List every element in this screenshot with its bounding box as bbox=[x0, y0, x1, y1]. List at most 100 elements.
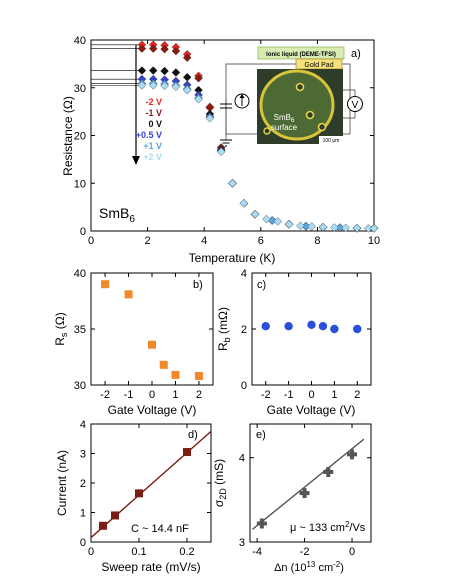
panel-c-ylabel: Rb (mΩ) bbox=[216, 307, 232, 351]
x-tick-label: 10 bbox=[368, 235, 380, 247]
current-point bbox=[135, 489, 143, 498]
conductance-point bbox=[347, 449, 358, 460]
panel-e-ylabel: σ2D (mS) bbox=[212, 459, 228, 507]
panel-e-data bbox=[251, 438, 365, 530]
panel-a-tag: a) bbox=[351, 48, 361, 60]
panel-a-resistance-vs-temperature: 0 2 4 6 8 10 0 10 20 30 40 -2 V -1 V 0 V +0.5 V +1… bbox=[61, 35, 380, 265]
resistance-point bbox=[137, 81, 147, 90]
x-tick-label: 0.2 bbox=[179, 546, 194, 558]
x-tick-label: 1 bbox=[331, 389, 337, 401]
x-tick-label: 0 bbox=[88, 546, 94, 558]
panel-c-rb-vs-gate: -2 -1 0 1 2 0 2 4 c) Gate Voltage (V) Rb (mΩ) bbox=[216, 268, 372, 417]
panel-b-data bbox=[101, 280, 203, 381]
resistance-point bbox=[148, 66, 158, 75]
panel-e-conductance-vs-density: -4 -2 0 3 4 e) μ ~ 133 cm2/Vs Δn (1013 cm-2)… bbox=[212, 423, 372, 574]
x-tick-label: 0 bbox=[149, 389, 155, 401]
gate-direction-arrowhead bbox=[132, 156, 140, 165]
x-tick-label: 1 bbox=[172, 389, 178, 401]
y-tick-label: 1 bbox=[80, 508, 86, 520]
y-tick-label: 4 bbox=[80, 419, 86, 431]
x-tick-label: 0 bbox=[308, 389, 314, 401]
resistance-point bbox=[307, 222, 317, 231]
inset-voltmeter bbox=[347, 96, 363, 112]
rs-point bbox=[124, 290, 133, 299]
y-tick-label: 40 bbox=[74, 268, 86, 280]
y-tick-label: 40 bbox=[74, 35, 86, 47]
resistance-point bbox=[216, 147, 226, 157]
x-tick-label: 2 bbox=[196, 389, 202, 401]
x-tick-label: 4 bbox=[201, 235, 207, 247]
y-tick-label: 30 bbox=[74, 83, 86, 95]
y-tick-label: 3 bbox=[239, 537, 245, 549]
x-tick-label: -1 bbox=[284, 389, 294, 401]
panel-b-xlabel: Gate Voltage (V) bbox=[108, 403, 197, 417]
current-source-arrowhead bbox=[239, 94, 245, 98]
resistance-point bbox=[171, 46, 181, 56]
resistance-point bbox=[137, 44, 147, 53]
gate-label-m1: -1 V bbox=[145, 108, 162, 118]
resistance-point bbox=[171, 68, 181, 77]
panel-d-data bbox=[90, 430, 212, 539]
resistance-point bbox=[296, 221, 305, 231]
inset-surface-label-2: surface bbox=[271, 123, 298, 132]
x-tick-label: 8 bbox=[314, 235, 320, 247]
y-tick-label: 3 bbox=[80, 449, 86, 461]
gate-label-m2: -2 V bbox=[145, 97, 162, 107]
panel-c-xlabel: Gate Voltage (V) bbox=[267, 403, 356, 417]
x-tick-label: -1 bbox=[124, 389, 134, 401]
panel-d-tag: d) bbox=[188, 429, 198, 441]
y-tick-label: 0 bbox=[80, 226, 86, 238]
inset-voltmeter-label: V bbox=[352, 100, 359, 111]
current-point bbox=[111, 511, 119, 520]
y-tick-label: 35 bbox=[74, 324, 86, 336]
rs-point bbox=[148, 340, 156, 349]
rb-point bbox=[284, 322, 293, 331]
resistance-point bbox=[330, 223, 339, 232]
inset-electrode-3 bbox=[317, 122, 327, 132]
resistance-point bbox=[137, 66, 147, 75]
panel-a-ticks: 0 2 4 6 8 10 0 10 20 30 40 bbox=[74, 35, 380, 247]
inset-scalebar-label: 100 μm bbox=[323, 138, 340, 144]
y-tick-label: 2 bbox=[241, 324, 247, 336]
inset-scalebar-box bbox=[319, 136, 343, 144]
x-tick-label: 0.1 bbox=[131, 546, 146, 558]
resistance-point bbox=[369, 224, 379, 233]
resistance-point bbox=[239, 199, 249, 208]
panel-b-rs-vs-gate: -2 -1 0 1 2 30 35 40 b) Gate Voltage (V) Rs (Ω) bbox=[53, 268, 214, 417]
resistance-point bbox=[171, 82, 181, 92]
resistance-point bbox=[160, 81, 169, 91]
material-label: SmB6 bbox=[99, 205, 135, 225]
resistance-point bbox=[352, 223, 362, 233]
resistance-point bbox=[273, 217, 283, 226]
rs-point bbox=[159, 360, 168, 369]
conductance-point bbox=[256, 518, 267, 529]
y-tick-label: 30 bbox=[74, 380, 86, 392]
current-point bbox=[99, 521, 107, 530]
panel-b-ylabel: Rs (Ω) bbox=[53, 312, 69, 345]
panel-c-tag: c) bbox=[257, 279, 266, 291]
resistance-point bbox=[182, 53, 192, 62]
resistance-point bbox=[205, 114, 215, 123]
device-inset: Ionic liquid (DEME-TFSI) Gold Pad SmB6 s… bbox=[220, 46, 363, 147]
panel-e-xlabel: Δn (1013 cm-2) bbox=[274, 560, 344, 574]
inset-electrode-4 bbox=[263, 127, 271, 135]
resistance-point bbox=[284, 220, 294, 229]
x-tick-label: -2 bbox=[300, 546, 310, 558]
resistance-point bbox=[182, 85, 192, 95]
panel-d-xlabel: Sweep rate (mV/s) bbox=[101, 560, 200, 574]
panel-e-tag: e) bbox=[256, 429, 266, 441]
x-tick-label: 0 bbox=[349, 546, 355, 558]
gate-label-p1: +1 V bbox=[143, 141, 162, 151]
y-tick-label: 4 bbox=[241, 268, 247, 280]
inset-surface-label: SmB6 bbox=[274, 113, 295, 124]
inset-ionic-liquid-label: Ionic liquid (DEME-TFSI) bbox=[266, 52, 336, 58]
panel-a-ylabel: Resistance (Ω) bbox=[61, 96, 75, 176]
resistance-point bbox=[160, 66, 169, 76]
resistance-point bbox=[194, 73, 203, 83]
panel-c-data bbox=[261, 320, 362, 334]
current-fit-line bbox=[90, 430, 212, 539]
y-tick-label: 2 bbox=[80, 478, 86, 490]
current-point bbox=[183, 448, 191, 457]
rb-point bbox=[307, 320, 316, 329]
